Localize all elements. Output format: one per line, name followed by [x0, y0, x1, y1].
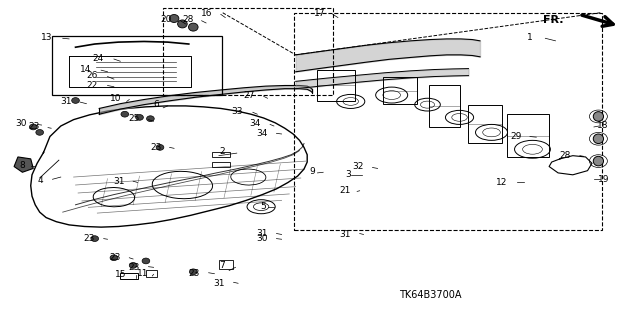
Ellipse shape — [593, 112, 604, 121]
Bar — [468, 105, 502, 143]
Ellipse shape — [142, 258, 150, 264]
Text: 17: 17 — [314, 9, 325, 18]
Text: 20: 20 — [160, 15, 172, 24]
Ellipse shape — [110, 255, 118, 261]
Bar — [163, 8, 333, 95]
Text: 31: 31 — [339, 230, 351, 239]
Ellipse shape — [36, 130, 44, 135]
Text: 22: 22 — [86, 81, 97, 90]
Bar — [507, 114, 548, 157]
Text: 23: 23 — [109, 253, 120, 262]
Text: 26: 26 — [86, 71, 97, 80]
Bar — [317, 70, 355, 101]
Ellipse shape — [29, 124, 37, 130]
Text: 30: 30 — [256, 234, 268, 243]
Bar — [212, 152, 230, 157]
Ellipse shape — [129, 263, 137, 268]
Text: 31: 31 — [256, 229, 268, 238]
Text: 15: 15 — [115, 271, 127, 279]
Bar — [383, 77, 417, 104]
Text: 24: 24 — [92, 54, 104, 63]
Text: 13: 13 — [41, 33, 52, 42]
Text: 5: 5 — [260, 202, 266, 211]
Text: 31: 31 — [214, 279, 225, 288]
Text: 27: 27 — [243, 91, 255, 100]
Text: 33: 33 — [232, 107, 243, 115]
Text: 30: 30 — [15, 119, 27, 128]
Ellipse shape — [121, 111, 129, 117]
Ellipse shape — [593, 156, 604, 166]
Text: 34: 34 — [250, 119, 261, 128]
Text: 14: 14 — [79, 65, 91, 74]
Polygon shape — [14, 157, 33, 172]
Text: 28: 28 — [559, 151, 571, 160]
Text: 21: 21 — [339, 186, 351, 195]
Text: 4: 4 — [38, 176, 44, 185]
Text: 23: 23 — [128, 263, 140, 272]
Text: 31: 31 — [60, 97, 72, 106]
Text: 9: 9 — [309, 167, 315, 176]
Text: 16: 16 — [201, 9, 212, 18]
Ellipse shape — [156, 145, 164, 150]
Text: 6: 6 — [153, 100, 159, 109]
Text: 28: 28 — [182, 15, 193, 24]
Bar — [429, 85, 460, 127]
Text: 25: 25 — [128, 114, 140, 123]
Text: 31: 31 — [113, 177, 125, 186]
Bar — [212, 162, 230, 167]
Text: 23: 23 — [83, 234, 95, 243]
Text: 3: 3 — [345, 170, 351, 179]
Text: 11: 11 — [137, 269, 148, 278]
Bar — [219, 260, 233, 269]
Text: 8: 8 — [20, 161, 26, 170]
Text: 23: 23 — [150, 143, 161, 152]
Ellipse shape — [188, 23, 198, 31]
Text: FR.: FR. — [543, 15, 563, 25]
Ellipse shape — [91, 236, 99, 241]
Text: 1: 1 — [527, 33, 532, 42]
Text: 34: 34 — [256, 129, 268, 138]
Text: 23: 23 — [188, 269, 200, 278]
Text: 10: 10 — [110, 94, 122, 103]
Text: 2: 2 — [220, 147, 225, 156]
Ellipse shape — [189, 269, 197, 275]
Text: 29: 29 — [510, 132, 522, 141]
Text: 32: 32 — [352, 162, 364, 171]
Text: 12: 12 — [495, 178, 507, 187]
Ellipse shape — [147, 116, 154, 122]
Text: 18: 18 — [596, 121, 608, 130]
Text: 23: 23 — [28, 122, 40, 131]
Ellipse shape — [177, 20, 187, 28]
Text: 7: 7 — [220, 261, 225, 270]
Ellipse shape — [72, 98, 79, 103]
Text: TK64B3700A: TK64B3700A — [399, 290, 461, 300]
Text: 19: 19 — [598, 175, 609, 184]
Bar — [294, 13, 602, 230]
Bar — [146, 270, 157, 277]
Ellipse shape — [593, 134, 604, 144]
Ellipse shape — [169, 14, 179, 23]
Bar — [120, 273, 138, 279]
Bar — [52, 36, 222, 95]
Ellipse shape — [136, 115, 143, 120]
